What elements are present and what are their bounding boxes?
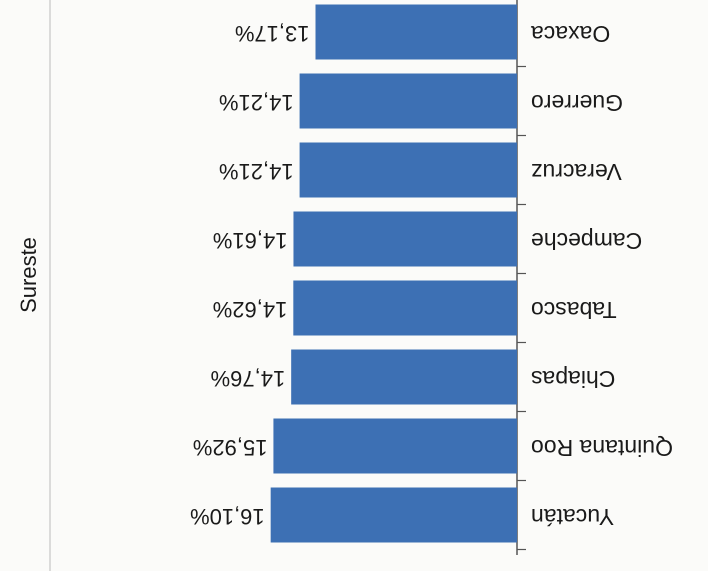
value-label: 14,21% <box>219 159 294 184</box>
value-label: 14,61% <box>213 228 288 253</box>
value-label: 16,10% <box>190 504 265 529</box>
category-label: Campeche <box>531 228 642 254</box>
category-label: Quintana Roo <box>531 435 673 461</box>
group-label: Sureste <box>16 237 41 313</box>
bar <box>270 487 517 543</box>
category-label: Yucatán <box>531 504 614 530</box>
category-label: Oaxaca <box>531 21 610 47</box>
category-label: Veracruz <box>531 159 622 185</box>
bar <box>299 142 517 198</box>
bar <box>273 418 517 474</box>
value-label: 14,21% <box>219 90 294 115</box>
category-label: Tabasco <box>531 297 617 323</box>
value-label: 15,92% <box>193 435 268 460</box>
value-label: 14,76% <box>211 366 286 391</box>
bar <box>293 211 517 267</box>
bar <box>293 280 517 336</box>
bar <box>315 4 517 60</box>
category-label: Guerrero <box>531 90 623 116</box>
plot-area: Yucatán 16,10% Quintana Roo 15,92% Chiapas 14… <box>190 0 673 555</box>
bar <box>291 349 517 405</box>
value-label: 13,17% <box>235 21 310 46</box>
category-label: Chiapas <box>531 366 615 392</box>
value-label: 14,62% <box>213 297 288 322</box>
bar <box>299 73 517 129</box>
